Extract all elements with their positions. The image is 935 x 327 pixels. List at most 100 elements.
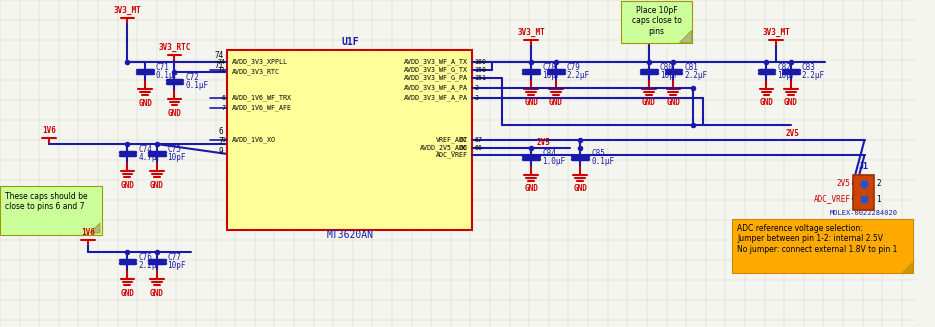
Text: 2V5: 2V5: [536, 138, 550, 147]
Text: 74: 74: [218, 59, 225, 65]
Text: 6: 6: [222, 95, 225, 101]
Text: GND: GND: [525, 184, 539, 193]
Text: 2.2μF: 2.2μF: [138, 261, 162, 269]
Bar: [227, 50, 472, 230]
Text: AVDD_1V6_WF_AFE: AVDD_1V6_WF_AFE: [232, 105, 293, 111]
Text: MT3620AN: MT3620AN: [326, 230, 373, 240]
Text: C81: C81: [684, 62, 698, 72]
Text: GND: GND: [784, 98, 798, 107]
Text: 1.0μF: 1.0μF: [542, 157, 565, 165]
Text: C82: C82: [777, 62, 791, 72]
Text: 151: 151: [474, 75, 486, 81]
Text: ADC_VREF: ADC_VREF: [436, 152, 468, 158]
Text: 67: 67: [474, 137, 482, 143]
Text: 7: 7: [219, 137, 223, 146]
Text: 4.7μF: 4.7μF: [138, 152, 162, 162]
Text: 74: 74: [214, 51, 223, 60]
Text: 10pF: 10pF: [542, 71, 560, 79]
Text: AVDD_3V3_RTC: AVDD_3V3_RTC: [232, 69, 280, 75]
Bar: [853, 175, 874, 210]
Text: J1: J1: [858, 162, 869, 171]
Text: C78: C78: [542, 62, 556, 72]
Text: 3: 3: [474, 95, 479, 101]
Text: 67: 67: [459, 137, 468, 143]
Text: AVDD_3V3_XPPLL: AVDD_3V3_XPPLL: [232, 59, 288, 65]
Text: AVDD_3V3_WF_A_PA: AVDD_3V3_WF_A_PA: [404, 95, 468, 101]
Text: GND: GND: [549, 98, 563, 107]
Text: AVDD_3V3_WF_G_PA: AVDD_3V3_WF_G_PA: [404, 75, 468, 81]
FancyBboxPatch shape: [732, 219, 913, 273]
Text: MOLEX-0022284020: MOLEX-0022284020: [829, 210, 898, 216]
Text: AVDD_1V6_XO: AVDD_1V6_XO: [232, 137, 277, 143]
Text: 71: 71: [218, 67, 225, 73]
Text: C77: C77: [167, 252, 181, 262]
Text: AVDD_2V5_ADC: AVDD_2V5_ADC: [420, 145, 468, 151]
Text: 2V5: 2V5: [786, 129, 800, 138]
Polygon shape: [679, 30, 691, 42]
Text: AVDD_3V3_WF_A_PA: AVDD_3V3_WF_A_PA: [404, 85, 468, 91]
Text: 1: 1: [876, 195, 881, 203]
Text: GND: GND: [667, 98, 681, 107]
Text: C75: C75: [167, 145, 181, 153]
Text: 66: 66: [474, 145, 482, 151]
Text: GND: GND: [150, 181, 164, 190]
Text: 2: 2: [876, 180, 881, 188]
Text: C80: C80: [660, 62, 673, 72]
Text: GND: GND: [121, 289, 135, 298]
Text: 2: 2: [474, 85, 479, 91]
Text: 66: 66: [459, 145, 468, 151]
Text: 1V6: 1V6: [42, 126, 56, 135]
Polygon shape: [901, 262, 912, 272]
Text: 10pF: 10pF: [777, 71, 796, 79]
Text: C85: C85: [591, 148, 605, 158]
Text: 0.1μF: 0.1μF: [591, 157, 614, 165]
Text: AVDD_3V3_WF_A_TX: AVDD_3V3_WF_A_TX: [404, 59, 468, 65]
Text: GND: GND: [642, 98, 655, 107]
Text: C79: C79: [567, 62, 581, 72]
Text: 160: 160: [474, 59, 486, 65]
Text: 10pF: 10pF: [167, 152, 186, 162]
Text: C74: C74: [138, 145, 152, 153]
Text: 2.2μF: 2.2μF: [567, 71, 590, 79]
Text: 7: 7: [222, 105, 225, 111]
Text: ADC_VREF: ADC_VREF: [813, 195, 851, 203]
Text: These caps should be
close to pins 6 and 7: These caps should be close to pins 6 and…: [5, 192, 88, 211]
Text: 0.1μF: 0.1μF: [156, 71, 179, 79]
Text: C76: C76: [138, 252, 152, 262]
Text: 3V3_MT: 3V3_MT: [762, 28, 790, 37]
Text: AVDD_3V3_WF_G_TX: AVDD_3V3_WF_G_TX: [404, 67, 468, 73]
Text: Place 10pF
caps close to
pins: Place 10pF caps close to pins: [632, 6, 682, 36]
Text: AVDD_1V6_WF_TRX: AVDD_1V6_WF_TRX: [232, 95, 293, 101]
Text: GND: GND: [138, 99, 152, 108]
Text: GND: GND: [150, 289, 164, 298]
Text: GND: GND: [121, 181, 135, 190]
Text: 71: 71: [214, 61, 223, 70]
Text: 2.2μF: 2.2μF: [802, 71, 825, 79]
Text: 3V3_RTC: 3V3_RTC: [158, 43, 191, 52]
Text: 10pF: 10pF: [660, 71, 678, 79]
Text: 9: 9: [222, 137, 225, 143]
Text: GND: GND: [759, 98, 773, 107]
Text: 2.2μF: 2.2μF: [684, 71, 707, 79]
Text: 3V3_MT: 3V3_MT: [113, 6, 141, 15]
Text: 2V5: 2V5: [837, 180, 851, 188]
Text: GND: GND: [167, 109, 181, 118]
Text: 1V6: 1V6: [81, 228, 95, 237]
Text: 0.1μF: 0.1μF: [185, 80, 209, 90]
Text: U1F: U1F: [341, 37, 359, 47]
Polygon shape: [90, 223, 100, 233]
Text: GND: GND: [573, 184, 587, 193]
Text: 6: 6: [219, 127, 223, 136]
Text: C72: C72: [185, 73, 199, 81]
Text: VREF_ADC: VREF_ADC: [436, 137, 468, 143]
Text: C84: C84: [542, 148, 556, 158]
Text: GND: GND: [525, 98, 539, 107]
FancyBboxPatch shape: [622, 1, 692, 43]
Text: ADC reference voltage selection:
Jumper between pin 1-2: internal 2.5V
No jumper: ADC reference voltage selection: Jumper …: [737, 224, 898, 254]
Text: 9: 9: [219, 147, 223, 156]
Text: 158: 158: [474, 67, 486, 73]
FancyBboxPatch shape: [0, 186, 102, 235]
Text: 10pF: 10pF: [167, 261, 186, 269]
Text: 3V3_MT: 3V3_MT: [635, 28, 663, 37]
Text: 3V3_MT: 3V3_MT: [517, 28, 545, 37]
